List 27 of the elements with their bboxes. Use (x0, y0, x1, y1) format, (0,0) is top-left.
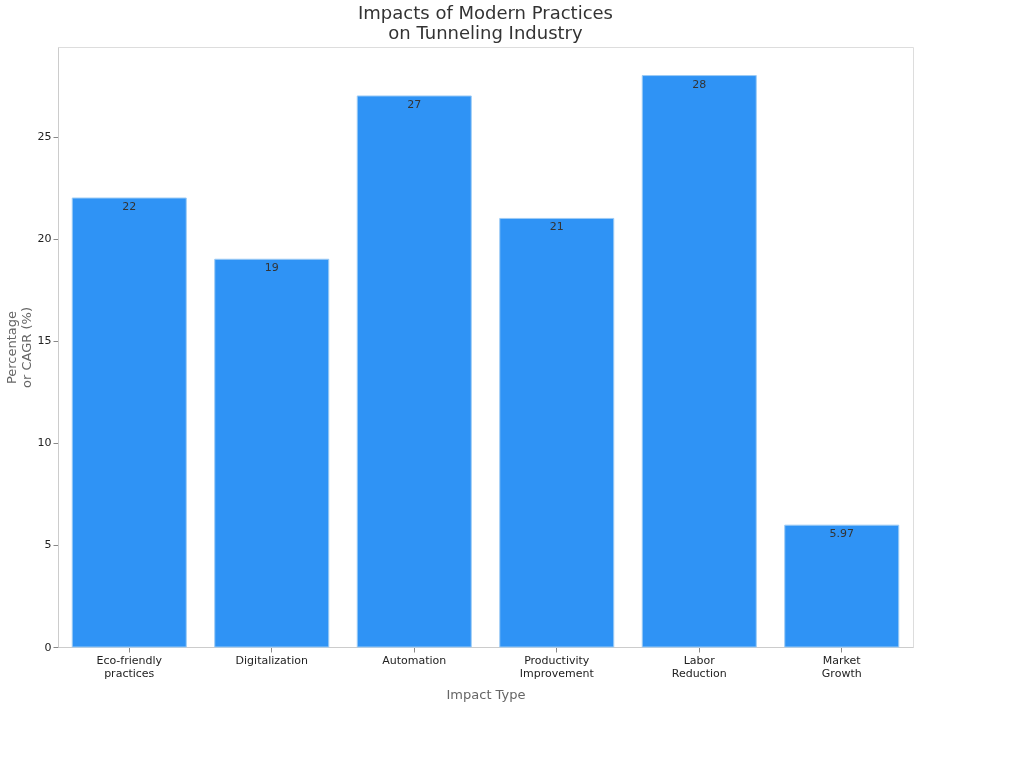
x-tick-label: Automation (382, 653, 447, 667)
data-label: 21 (549, 220, 564, 234)
bar (356, 95, 472, 648)
y-axis-title: Percentage or CAGR (%) (3, 307, 34, 388)
x-tick-label: Eco-friendly practices (96, 653, 163, 680)
bar (641, 75, 757, 648)
chart-title: Impacts of Modern Practices on Tunneling Industry (358, 2, 613, 43)
x-tick-label: Digitalization (235, 653, 308, 667)
bar (784, 524, 900, 648)
y-tick-label: 5 (44, 538, 52, 552)
y-tick-label: 15 (37, 334, 52, 348)
y-tick-label: 0 (44, 640, 52, 654)
y-tick-label: 25 (37, 130, 52, 144)
x-axis-title: Impact Type (446, 686, 526, 702)
x-tick-label: Productivity Improvement (519, 653, 595, 680)
bar (499, 217, 615, 648)
data-label: 5.97 (829, 527, 854, 541)
data-label: 22 (122, 200, 137, 214)
y-tick-label: 20 (37, 232, 52, 246)
data-label: 28 (692, 77, 707, 91)
bar (214, 258, 330, 648)
bar (71, 197, 187, 648)
x-tick-label: Labor Reduction (671, 653, 727, 680)
data-label: 19 (264, 261, 279, 275)
data-label: 27 (407, 97, 422, 111)
y-tick-label: 10 (37, 436, 52, 450)
x-tick-label: Market Growth (821, 653, 862, 680)
